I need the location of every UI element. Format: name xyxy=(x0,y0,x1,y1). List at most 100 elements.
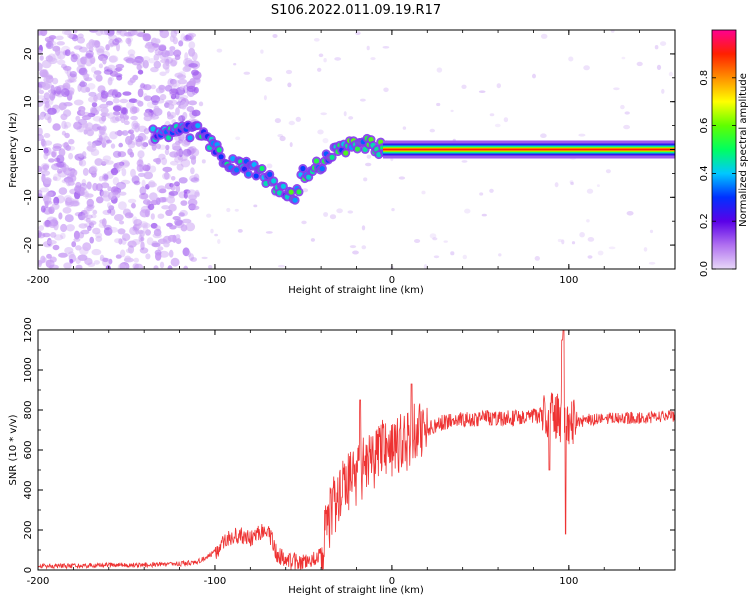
spectrogram-cell xyxy=(259,165,265,172)
spectrogram-cell xyxy=(201,159,206,164)
spectrogram-cell xyxy=(253,173,259,179)
spectrogram-cell xyxy=(43,92,51,100)
spectrogram-cell xyxy=(67,174,77,183)
spectrogram-cell xyxy=(158,197,167,203)
spectrogram-cell xyxy=(92,209,98,215)
spectrogram-cell xyxy=(69,71,77,78)
colorbar: 0.0 0.2 0.4 0.6 0.8 Normalized spectral ampl… xyxy=(699,29,749,277)
spectrogram-cell xyxy=(167,114,174,120)
spectrogram-cell xyxy=(132,263,139,269)
spectrogram-cell xyxy=(153,158,161,163)
spectrogram-cell xyxy=(48,53,56,62)
figure-title: S106.2022.011.09.19.R17 xyxy=(271,3,441,18)
spectrogram-cell xyxy=(44,140,53,146)
spectrogram-cell xyxy=(138,193,149,200)
spectrogram-cell xyxy=(43,152,49,160)
spectrogram-cell xyxy=(145,184,150,190)
spectrogram-cell xyxy=(296,189,302,195)
spectrogram-cell xyxy=(179,209,188,217)
spectrogram-cell xyxy=(176,74,187,80)
spectrogram-cell xyxy=(86,42,93,50)
spectrogram-cell xyxy=(100,90,109,99)
spectrogram-cell xyxy=(320,112,328,116)
spectrogram-cell xyxy=(265,231,273,234)
spectrogram-cell xyxy=(168,103,175,110)
spectrogram-cell xyxy=(648,261,656,265)
spectrogram-cell xyxy=(276,190,283,196)
spectrogram-cell xyxy=(63,124,69,130)
spectrogram-cell xyxy=(587,255,593,259)
spectrogram-cell xyxy=(40,138,46,147)
spectrogram-cell xyxy=(118,142,123,148)
spectrogram-cell xyxy=(49,92,56,101)
colorbar-tick-label: 0.4 xyxy=(699,165,710,181)
spectrogram-cell xyxy=(107,202,112,209)
spectrogram-cell xyxy=(285,69,293,75)
spectrogram-cell xyxy=(170,257,180,267)
spectrogram-cell xyxy=(48,35,57,40)
spectrogram-cell xyxy=(121,107,129,116)
spectrogram-cell xyxy=(64,214,74,223)
spectrogram-cell xyxy=(153,265,159,269)
spectrogram-cell xyxy=(107,186,112,192)
spectrogram-cell xyxy=(88,91,97,97)
spectrogram-cell xyxy=(169,59,177,67)
spectrogram-cell xyxy=(43,220,52,228)
spectrogram-cell xyxy=(166,135,172,141)
spectrogram-cell xyxy=(87,141,92,146)
spectrogram-cell xyxy=(167,265,173,269)
spectrogram-cell xyxy=(137,150,145,159)
x-tick-label: 100 xyxy=(559,576,578,587)
spectrogram-cell xyxy=(218,154,224,160)
spectrogram-cell xyxy=(67,33,74,39)
spectrogram-cell xyxy=(51,149,57,158)
x-tick-label: -100 xyxy=(204,576,227,587)
spectrogram-cell xyxy=(624,111,630,115)
spectrogram-cell xyxy=(157,213,165,219)
spectrogram-cell xyxy=(583,65,590,71)
snr-frame xyxy=(37,329,676,571)
spectrogram-cell xyxy=(161,157,168,166)
spectrogram-cell xyxy=(81,179,87,187)
spectrogram-cell xyxy=(43,133,51,138)
spectrogram-cell xyxy=(139,247,149,254)
spectrogram-cell xyxy=(139,186,147,195)
spectrogram-cell xyxy=(402,126,407,130)
spectrogram-cell xyxy=(234,167,240,173)
colorbar-tick-label: 0.8 xyxy=(699,70,710,86)
spectrogram-cell xyxy=(85,52,94,59)
spectrogram-cell xyxy=(50,84,55,94)
spectrogram-cell xyxy=(132,122,141,128)
spectrogram-cell xyxy=(636,61,643,67)
spectrogram-cell xyxy=(159,71,167,77)
spectrogram-cell xyxy=(190,156,197,165)
spectrogram-cell xyxy=(329,154,335,160)
spectrogram-cell xyxy=(58,252,68,258)
spectrogram-cell xyxy=(73,237,81,242)
spectrogram-cell xyxy=(436,67,443,73)
spectrogram-cell xyxy=(46,42,52,48)
spectrogram-cell xyxy=(125,37,132,45)
spectrogram-cell xyxy=(365,162,372,167)
spectrogram-cell xyxy=(153,53,160,61)
spectrogram-cell xyxy=(90,108,97,114)
spectrogram-cell xyxy=(91,248,102,256)
spectrogram-cell xyxy=(191,109,201,117)
spectrogram-cell xyxy=(186,88,195,98)
spectrogram-cell xyxy=(46,38,55,44)
spectrogram-cell xyxy=(95,235,103,242)
spectrogram-cell xyxy=(154,48,164,56)
spectrogram-cell xyxy=(267,171,273,177)
y-tick-label: 20 xyxy=(23,48,34,61)
spectrogram-cell xyxy=(119,191,127,196)
spectrogram-cell xyxy=(140,236,145,242)
spectrogram-cell xyxy=(159,188,167,194)
spectrogram-cell xyxy=(78,159,83,166)
spectrogram-cell xyxy=(38,165,43,173)
spectrogram-cell xyxy=(102,57,107,65)
spectrogram-cell xyxy=(117,151,127,158)
spectrogram-cell xyxy=(75,115,81,122)
spectrogram-cell xyxy=(182,111,188,120)
spectrogram-cell xyxy=(77,33,84,39)
